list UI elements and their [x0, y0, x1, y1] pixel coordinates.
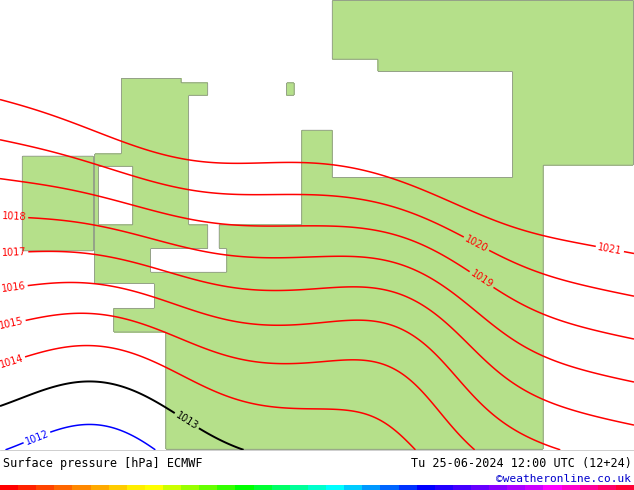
- Bar: [380, 485, 399, 490]
- Bar: [344, 485, 362, 490]
- Bar: [616, 485, 634, 490]
- Bar: [399, 485, 417, 490]
- Text: Tu 25-06-2024 12:00 UTC (12+24): Tu 25-06-2024 12:00 UTC (12+24): [411, 457, 631, 470]
- Text: 1015: 1015: [0, 316, 25, 331]
- Bar: [91, 485, 108, 490]
- Bar: [489, 485, 507, 490]
- Bar: [453, 485, 471, 490]
- Bar: [326, 485, 344, 490]
- Text: 1016: 1016: [1, 281, 27, 294]
- Bar: [36, 485, 55, 490]
- Bar: [362, 485, 380, 490]
- Bar: [108, 485, 127, 490]
- Text: 1018: 1018: [1, 211, 27, 222]
- Bar: [199, 485, 217, 490]
- Bar: [254, 485, 272, 490]
- Bar: [526, 485, 543, 490]
- Bar: [417, 485, 435, 490]
- Bar: [181, 485, 199, 490]
- Bar: [507, 485, 526, 490]
- Text: 1014: 1014: [0, 353, 25, 369]
- Bar: [0, 450, 634, 485]
- Bar: [543, 485, 562, 490]
- Bar: [290, 485, 308, 490]
- Text: 1017: 1017: [1, 247, 27, 258]
- Bar: [471, 485, 489, 490]
- Bar: [0, 485, 18, 490]
- Text: 1019: 1019: [469, 269, 495, 291]
- Bar: [217, 485, 235, 490]
- Bar: [598, 485, 616, 490]
- Text: 1013: 1013: [174, 410, 200, 432]
- Bar: [308, 485, 326, 490]
- Text: 1020: 1020: [463, 234, 489, 254]
- Bar: [18, 485, 36, 490]
- Bar: [235, 485, 254, 490]
- Text: ©weatheronline.co.uk: ©weatheronline.co.uk: [496, 474, 631, 484]
- Text: 1021: 1021: [597, 242, 623, 256]
- Bar: [145, 485, 163, 490]
- Bar: [163, 485, 181, 490]
- Bar: [72, 485, 91, 490]
- Bar: [55, 485, 72, 490]
- Bar: [435, 485, 453, 490]
- Bar: [562, 485, 579, 490]
- Bar: [272, 485, 290, 490]
- Text: Surface pressure [hPa] ECMWF: Surface pressure [hPa] ECMWF: [3, 457, 202, 470]
- Bar: [127, 485, 145, 490]
- Text: 1012: 1012: [23, 428, 50, 446]
- Bar: [579, 485, 598, 490]
